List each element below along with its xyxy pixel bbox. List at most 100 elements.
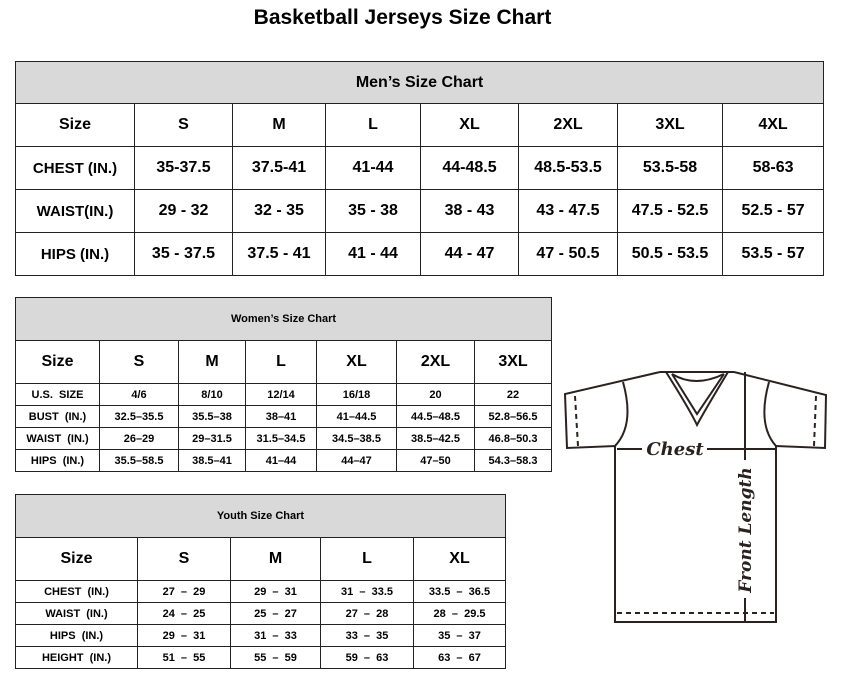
table-row: WAIST (IN.) 24 – 25 25 – 27 27 – 28 28 – 29.… xyxy=(15,602,506,625)
table-cell: 16/18 xyxy=(316,383,397,406)
table-cell: 29 – 31 xyxy=(230,580,321,603)
table-cell: 20 xyxy=(396,383,475,406)
table-cell: 38.5–41 xyxy=(178,449,246,472)
row-label: HIPS (IN.) xyxy=(15,624,138,647)
table-cell: 37.5-41 xyxy=(232,146,326,190)
table-row: HEIGHT (IN.) 51 – 55 55 – 59 59 – 63 63 – 67 xyxy=(15,646,506,669)
size-header-cell: Size xyxy=(15,537,138,581)
table-cell: 29–31.5 xyxy=(178,427,246,450)
table-cell: 26–29 xyxy=(99,427,179,450)
table-cell: 50.5 - 53.5 xyxy=(617,232,723,276)
row-label: WAIST (IN.) xyxy=(15,427,100,450)
table-cell: 33.5 – 36.5 xyxy=(413,580,506,603)
table-cell: 55 – 59 xyxy=(230,646,321,669)
table-title: Men’s Size Chart xyxy=(14,61,825,104)
size-header-row: Size S M L XL 2XL 3XL 4XL xyxy=(15,103,825,147)
table-cell: 31 – 33.5 xyxy=(320,580,414,603)
table-cell: 41–44.5 xyxy=(316,405,397,428)
table-cell: 34.5–38.5 xyxy=(316,427,397,450)
size-header-cell: 2XL xyxy=(518,103,618,147)
size-header-cell: 4XL xyxy=(721,103,825,147)
table-cell: 35.5–58.5 xyxy=(99,449,179,472)
table-cell: 28 – 29.5 xyxy=(413,602,506,625)
size-header-cell: 3XL xyxy=(617,103,723,147)
table-cell: 44-48.5 xyxy=(420,146,519,190)
size-header-cell: M xyxy=(232,103,326,147)
size-header-cell: 3XL xyxy=(473,340,553,384)
size-header-cell: S xyxy=(134,103,233,147)
table-cell: 63 – 67 xyxy=(413,646,506,669)
table-cell: 47.5 - 52.5 xyxy=(617,189,723,233)
row-label: HEIGHT (IN.) xyxy=(15,646,138,669)
table-row: WAIST (IN.) 26–29 29–31.5 31.5–34.5 34.5–38.… xyxy=(15,427,553,450)
size-header-cell: XL xyxy=(316,340,397,384)
row-label: HIPS (IN.) xyxy=(15,449,100,472)
table-row: BUST (IN.) 32.5–35.5 35.5–38 38–41 41–44.5 44… xyxy=(15,405,553,428)
table-cell: 38 - 43 xyxy=(420,189,519,233)
table-cell: 48.5-53.5 xyxy=(518,146,618,190)
table-cell: 27 – 29 xyxy=(137,580,231,603)
table-cell: 43 - 47.5 xyxy=(518,189,618,233)
table-title: Women’s Size Chart xyxy=(14,297,553,341)
table-cell: 47–50 xyxy=(396,449,475,472)
size-header-cell: S xyxy=(99,340,179,384)
row-label: WAIST(IN.) xyxy=(15,189,135,233)
table-cell: 38.5–42.5 xyxy=(396,427,475,450)
table-cell: 25 – 27 xyxy=(230,602,321,625)
table-cell: 32.5–35.5 xyxy=(99,405,179,428)
table-cell: 35 - 38 xyxy=(325,189,421,233)
size-header-cell: S xyxy=(137,537,231,581)
table-row: HIPS (IN.) 35.5–58.5 38.5–41 41–44 44–47 47–5… xyxy=(15,449,553,472)
size-header-cell: M xyxy=(230,537,321,581)
size-header-cell: XL xyxy=(413,537,506,581)
table-cell: 53.5-58 xyxy=(617,146,723,190)
size-header-cell: Size xyxy=(15,103,135,147)
size-header-cell: Size xyxy=(15,340,100,384)
youth-size-table: Youth Size Chart Size S M L XL CHEST (IN.) 27 –… xyxy=(15,494,506,669)
size-header-cell: XL xyxy=(420,103,519,147)
shirt-outline xyxy=(563,371,828,623)
table-row: HIPS (IN.) 29 – 31 31 – 33 33 – 35 35 – 37 xyxy=(15,624,506,647)
table-cell: 31.5–34.5 xyxy=(245,427,317,450)
table-cell: 41-44 xyxy=(325,146,421,190)
table-cell: 8/10 xyxy=(178,383,246,406)
table-cell: 51 – 55 xyxy=(137,646,231,669)
table-cell: 59 – 63 xyxy=(320,646,414,669)
table-cell: 37.5 - 41 xyxy=(232,232,326,276)
row-label: U.S. SIZE xyxy=(15,383,100,406)
table-cell: 4/6 xyxy=(99,383,179,406)
table-row: WAIST(IN.) 29 - 32 32 - 35 35 - 38 38 - 43 43… xyxy=(15,189,825,233)
table-cell: 31 – 33 xyxy=(230,624,321,647)
table-cell: 35.5–38 xyxy=(178,405,246,428)
table-cell: 29 – 31 xyxy=(137,624,231,647)
table-cell: 58-63 xyxy=(721,146,825,190)
table-cell: 33 – 35 xyxy=(320,624,414,647)
table-cell: 32 - 35 xyxy=(232,189,326,233)
table-cell: 47 - 50.5 xyxy=(518,232,618,276)
table-cell: 41–44 xyxy=(245,449,317,472)
table-cell: 22 xyxy=(473,383,553,406)
table-row: CHEST (IN.) 27 – 29 29 – 31 31 – 33.5 33.5 –… xyxy=(15,580,506,603)
table-cell: 44 - 47 xyxy=(420,232,519,276)
table-cell: 52.5 - 57 xyxy=(721,189,825,233)
table-cell: 29 - 32 xyxy=(134,189,233,233)
table-cell: 35 – 37 xyxy=(413,624,506,647)
row-label: WAIST (IN.) xyxy=(15,602,138,625)
table-cell: 53.5 - 57 xyxy=(721,232,825,276)
chest-label: Chest xyxy=(646,439,704,460)
table-cell: 44.5–48.5 xyxy=(396,405,475,428)
size-header-row: Size S M L XL 2XL 3XL xyxy=(15,340,553,384)
table-title: Youth Size Chart xyxy=(15,494,506,538)
table-cell: 12/14 xyxy=(245,383,317,406)
size-header-cell: L xyxy=(320,537,414,581)
table-cell: 38–41 xyxy=(245,405,317,428)
size-header-cell: 2XL xyxy=(396,340,475,384)
table-cell: 24 – 25 xyxy=(137,602,231,625)
table-cell: 52.8–56.5 xyxy=(473,405,553,428)
front-length-label: Front Length xyxy=(736,467,756,593)
table-row: HIPS (IN.) 35 - 37.5 37.5 - 41 41 - 44 44 - … xyxy=(15,232,825,276)
table-cell: 41 - 44 xyxy=(325,232,421,276)
row-label: CHEST (IN.) xyxy=(15,580,138,603)
table-cell: 35 - 37.5 xyxy=(134,232,233,276)
row-label: CHEST (IN.) xyxy=(15,146,135,190)
